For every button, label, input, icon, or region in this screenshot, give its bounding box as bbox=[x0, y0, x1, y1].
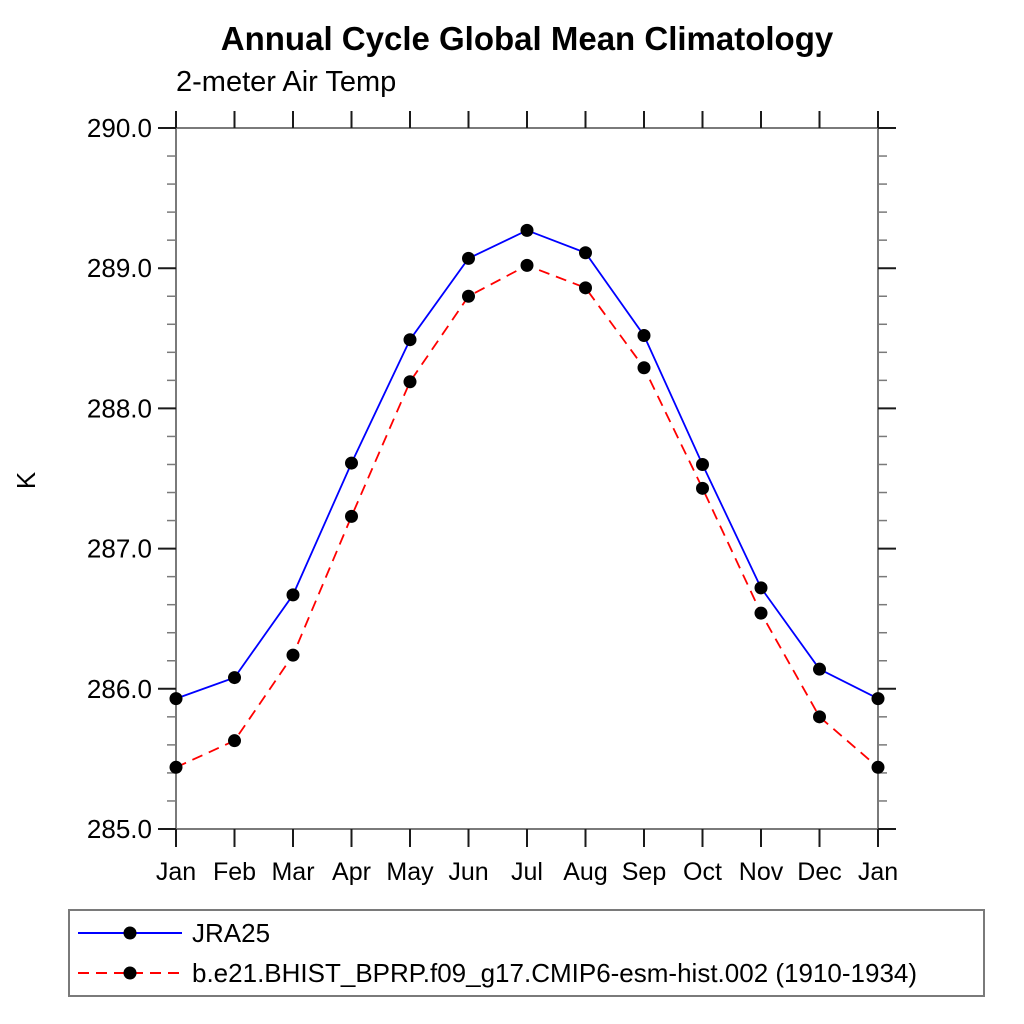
data-point-s1-2 bbox=[286, 648, 300, 662]
legend-line-sample-dashed bbox=[78, 966, 182, 980]
data-point-s1-1 bbox=[228, 734, 241, 748]
data-point-s0-5 bbox=[462, 251, 475, 265]
x-tick-label: Mar bbox=[271, 858, 314, 886]
data-point-s1-12 bbox=[871, 760, 885, 774]
data-point-s0-0 bbox=[169, 692, 183, 706]
legend-label-model: b.e21.BHIST_BPRP.f09_g17.CMIP6-esm-hist.… bbox=[192, 957, 918, 988]
x-tick-label: May bbox=[386, 858, 434, 886]
data-point-s0-9 bbox=[696, 457, 709, 471]
x-tick-label: Jan bbox=[858, 858, 898, 886]
series-line-1 bbox=[175, 264, 879, 769]
y-tick-label: 287.0 bbox=[87, 534, 152, 564]
data-point-s0-7 bbox=[579, 246, 592, 260]
data-point-s0-8 bbox=[637, 328, 651, 342]
data-point-s1-6 bbox=[520, 258, 534, 272]
legend: JRA25 b.e21.BHIST_BPRP.f09_g17.CMIP6-esm… bbox=[68, 909, 985, 997]
y-tick-label: 290.0 bbox=[87, 113, 152, 143]
data-point-s1-8 bbox=[637, 361, 651, 375]
data-point-s1-4 bbox=[403, 375, 417, 389]
x-tick-label: Oct bbox=[683, 858, 722, 886]
x-tick-label: Dec bbox=[797, 858, 841, 886]
x-tick-label: Jul bbox=[511, 858, 543, 886]
data-point-s1-5 bbox=[462, 289, 475, 303]
series-line-0 bbox=[175, 229, 879, 700]
y-tick-label: 285.0 bbox=[87, 814, 152, 844]
legend-item-model: b.e21.BHIST_BPRP.f09_g17.CMIP6-esm-hist.… bbox=[74, 953, 983, 993]
x-tick-label: Sep bbox=[622, 858, 666, 886]
data-point-s0-4 bbox=[403, 333, 417, 347]
data-point-s0-1 bbox=[228, 671, 241, 685]
data-point-s1-7 bbox=[579, 281, 592, 295]
legend-label-jra25: JRA25 bbox=[192, 917, 271, 948]
x-tick-label: Jan bbox=[156, 858, 196, 886]
y-tick-label: 289.0 bbox=[87, 253, 152, 283]
data-point-s1-9 bbox=[696, 481, 709, 495]
legend-item-jra25: JRA25 bbox=[74, 913, 983, 953]
x-tick-label: Nov bbox=[739, 858, 784, 886]
y-tick-label: 286.0 bbox=[87, 674, 152, 704]
x-tick-label: Apr bbox=[332, 858, 371, 886]
data-point-s1-0 bbox=[169, 760, 183, 774]
x-tick-label: Jun bbox=[448, 858, 488, 886]
legend-sample-marker-icon bbox=[123, 966, 137, 980]
data-point-s0-2 bbox=[286, 588, 300, 602]
data-point-s0-10 bbox=[754, 581, 768, 595]
x-tick-label: Aug bbox=[563, 858, 607, 886]
chart-subtitle: 2-meter Air Temp bbox=[176, 66, 397, 98]
data-point-s1-11 bbox=[813, 710, 826, 724]
legend-line-sample-solid bbox=[78, 926, 182, 940]
data-point-s0-6 bbox=[520, 223, 534, 237]
data-point-s1-10 bbox=[754, 606, 768, 620]
data-point-s1-3 bbox=[345, 509, 358, 523]
x-tick-label: Feb bbox=[213, 858, 256, 886]
chart-title: Annual Cycle Global Mean Climatology bbox=[220, 20, 834, 57]
data-point-s0-11 bbox=[813, 662, 826, 676]
data-point-s0-3 bbox=[345, 456, 358, 470]
legend-sample-marker-icon bbox=[123, 926, 137, 940]
y-tick-label: 288.0 bbox=[87, 393, 152, 423]
data-point-s0-12 bbox=[871, 692, 885, 706]
